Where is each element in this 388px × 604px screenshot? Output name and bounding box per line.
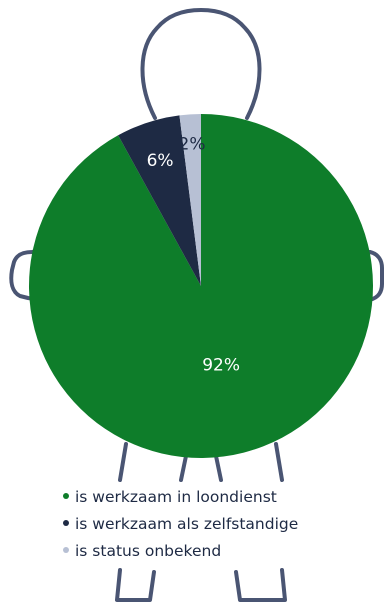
pie-slices (28, 114, 373, 459)
slice-data-label: 6% (147, 151, 174, 171)
legend-item: is werkzaam in loondienst (63, 488, 277, 506)
legend-swatch (63, 520, 69, 526)
person-leg-mid-left-upper (179, 454, 188, 482)
person-head-outline (140, 8, 262, 120)
person-leg-right-upper (274, 442, 284, 482)
person-outline-icon (115, 8, 287, 602)
slice-data-label: 92% (202, 355, 240, 375)
person-leg-left-lower (115, 568, 156, 602)
person-leg-mid-right-upper (214, 454, 223, 482)
legend-label: is werkzaam als zelfstandige (75, 515, 298, 533)
person-leg-left-upper (118, 442, 128, 482)
slice-data-label: 2% (179, 135, 206, 155)
person-leg-right-lower (234, 568, 287, 602)
legend-item: is werkzaam als zelfstandige (63, 515, 298, 533)
legend: is werkzaam in loondienst is werkzaam al… (63, 488, 298, 560)
legend-swatch (63, 547, 69, 553)
legend-label: is status onbekend (75, 542, 221, 560)
pie-slice (179, 114, 201, 286)
legend-label: is werkzaam in loondienst (75, 488, 277, 506)
legend-item: is status onbekend (63, 542, 221, 560)
pie-slice (28, 114, 373, 459)
pie-labels: 92% 6%2% (147, 135, 240, 376)
legend-swatch (63, 493, 69, 499)
pie-slice (118, 115, 201, 287)
